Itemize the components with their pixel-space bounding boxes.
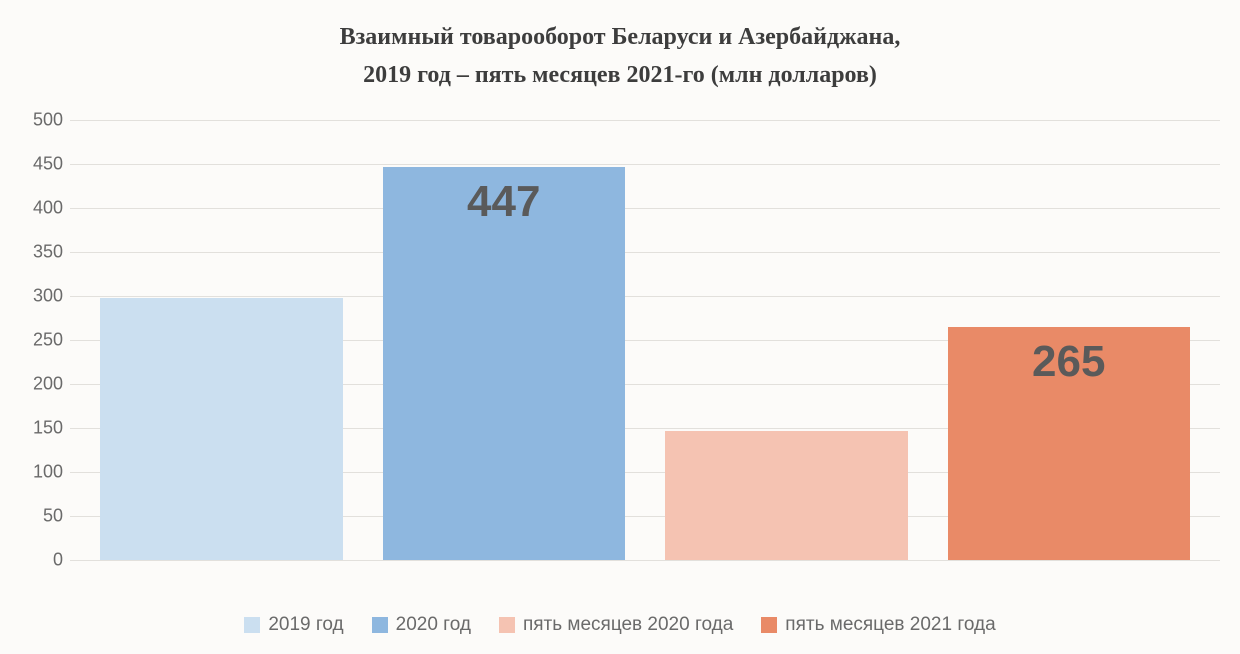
chart-title: Взаимный товарооборот Беларуси и Азербай… (0, 0, 1240, 95)
legend-label: пять месяцев 2021 года (785, 614, 995, 636)
chart-ytick-label: 400 (15, 198, 63, 219)
legend-swatch (499, 617, 515, 633)
legend-label: 2020 год (396, 614, 471, 636)
chart-plot-area: 050100150200250300350400450500447265 (70, 120, 1220, 560)
chart-ytick-label: 450 (15, 154, 63, 175)
chart-bar: 265 (948, 327, 1191, 560)
chart-ytick-label: 100 (15, 462, 63, 483)
chart-plot: 050100150200250300350400450500447265 (70, 120, 1220, 560)
chart-ytick-label: 0 (15, 550, 63, 571)
chart-ytick-label: 250 (15, 330, 63, 351)
legend-item: пять месяцев 2021 года (761, 614, 995, 636)
chart-ytick-label: 300 (15, 286, 63, 307)
chart-ytick-label: 200 (15, 374, 63, 395)
chart-title-line2: 2019 год – пять месяцев 2021-го (млн дол… (0, 56, 1240, 94)
chart-ytick-label: 350 (15, 242, 63, 263)
chart-ytick-label: 50 (15, 506, 63, 527)
chart-ytick-label: 150 (15, 418, 63, 439)
legend-label: пять месяцев 2020 года (523, 614, 733, 636)
legend-swatch (244, 617, 260, 633)
legend-swatch (372, 617, 388, 633)
legend-swatch (761, 617, 777, 633)
chart-bar (100, 298, 343, 560)
chart-gridline (70, 208, 1220, 209)
legend-item: пять месяцев 2020 года (499, 614, 733, 636)
chart-gridline (70, 560, 1220, 561)
legend-item: 2019 год (244, 614, 343, 636)
chart-legend: 2019 год 2020 год пять месяцев 2020 года пя… (0, 614, 1240, 636)
legend-item: 2020 год (372, 614, 471, 636)
chart-gridline (70, 252, 1220, 253)
chart-ytick-label: 500 (15, 110, 63, 131)
chart-title-line1: Взаимный товарооборот Беларуси и Азербай… (0, 18, 1240, 56)
chart-bar (665, 431, 908, 560)
legend-label: 2019 год (268, 614, 343, 636)
chart-bar-value-label: 447 (383, 177, 626, 227)
chart-gridline (70, 120, 1220, 121)
chart-bar-value-label: 265 (948, 337, 1191, 387)
chart-gridline (70, 164, 1220, 165)
chart-bar: 447 (383, 167, 626, 560)
